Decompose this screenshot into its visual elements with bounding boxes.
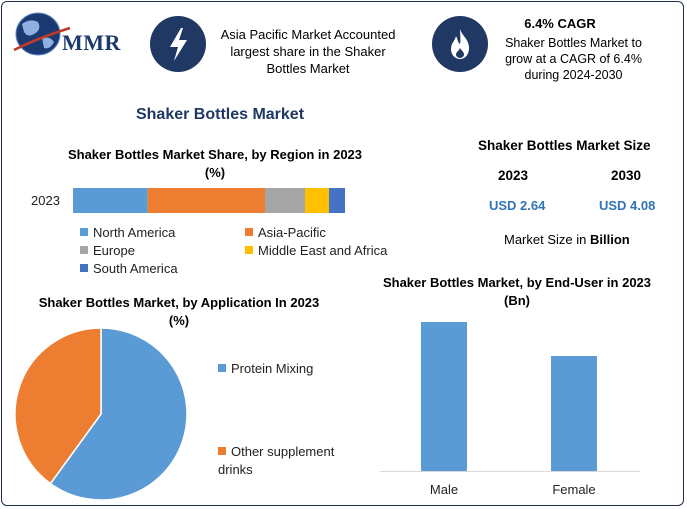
- legend-label: South America: [93, 261, 178, 276]
- region-legend-item: South America: [80, 261, 178, 277]
- x-tick-label: Male: [429, 482, 459, 497]
- legend-swatch: [80, 228, 88, 236]
- stat2-badge: [432, 16, 488, 72]
- application-legend-item: Other supplement drinks: [218, 443, 348, 479]
- legend-label: Protein Mixing: [231, 361, 314, 376]
- main-title: Shaker Bottles Market: [135, 106, 305, 123]
- region-bar-segment: [305, 188, 329, 213]
- region-legend-item: North America: [80, 225, 175, 241]
- region-bar-segment: [147, 188, 265, 213]
- legend-label: Middle East and Africa: [258, 243, 388, 258]
- region-legend-item: Asia-Pacific: [245, 225, 326, 241]
- legend-swatch: [218, 447, 226, 455]
- end-user-bar: [551, 356, 597, 471]
- legend-label: Europe: [93, 243, 135, 258]
- stat1-badge: [150, 16, 206, 72]
- market-size-value-2: USD 4.08: [599, 198, 656, 213]
- region-bar-segment: [329, 188, 345, 213]
- end-user-chart-title: Shaker Bottles Market, by End-User in 20…: [382, 275, 652, 308]
- region-legend-item: Europe: [80, 243, 135, 259]
- market-size-year-1: 2023: [498, 168, 529, 183]
- region-chart-title: Shaker Bottles Market Share, by Region i…: [67, 147, 363, 180]
- market-size-value-1: USD 2.64: [489, 198, 546, 213]
- pie-slice: [49, 327, 188, 501]
- region-bar-segment: [265, 188, 305, 213]
- globe-icon: [13, 12, 71, 56]
- stat1-text: Asia Pacific Market Accounted largest sh…: [220, 27, 396, 76]
- application-legend-item: Protein Mixing: [218, 360, 348, 378]
- stat2-title: 6.4% CAGR: [524, 16, 596, 31]
- lightning-bolt-icon: [170, 28, 187, 61]
- legend-swatch: [80, 264, 88, 272]
- legend-swatch: [245, 246, 253, 254]
- pie-slice: [14, 327, 102, 485]
- market-size-title: Shaker Bottles Market Size: [478, 138, 651, 153]
- legend-label: Other supplement drinks: [218, 444, 335, 477]
- market-size-year-2: 2030: [611, 168, 642, 183]
- legend-label: North America: [93, 225, 176, 240]
- region-bar-segment: [73, 188, 148, 213]
- application-chart-title: Shaker Bottles Market, by Application In…: [38, 295, 320, 328]
- end-user-bar: [421, 322, 467, 471]
- brand-name: MMR: [62, 30, 121, 55]
- market-size-note: Market Size in Billion: [504, 232, 630, 247]
- legend-label: Asia-Pacific: [258, 225, 326, 240]
- x-tick-label: Female: [552, 482, 596, 497]
- region-year-label: 2023: [31, 193, 60, 208]
- legend-swatch: [245, 228, 253, 236]
- legend-swatch: [80, 246, 88, 254]
- flame-icon: [451, 29, 469, 59]
- region-legend-item: Middle East and Africa: [245, 243, 387, 259]
- legend-swatch: [218, 364, 226, 372]
- stat2-text: Shaker Bottles Market to grow at a CAGR …: [505, 36, 642, 82]
